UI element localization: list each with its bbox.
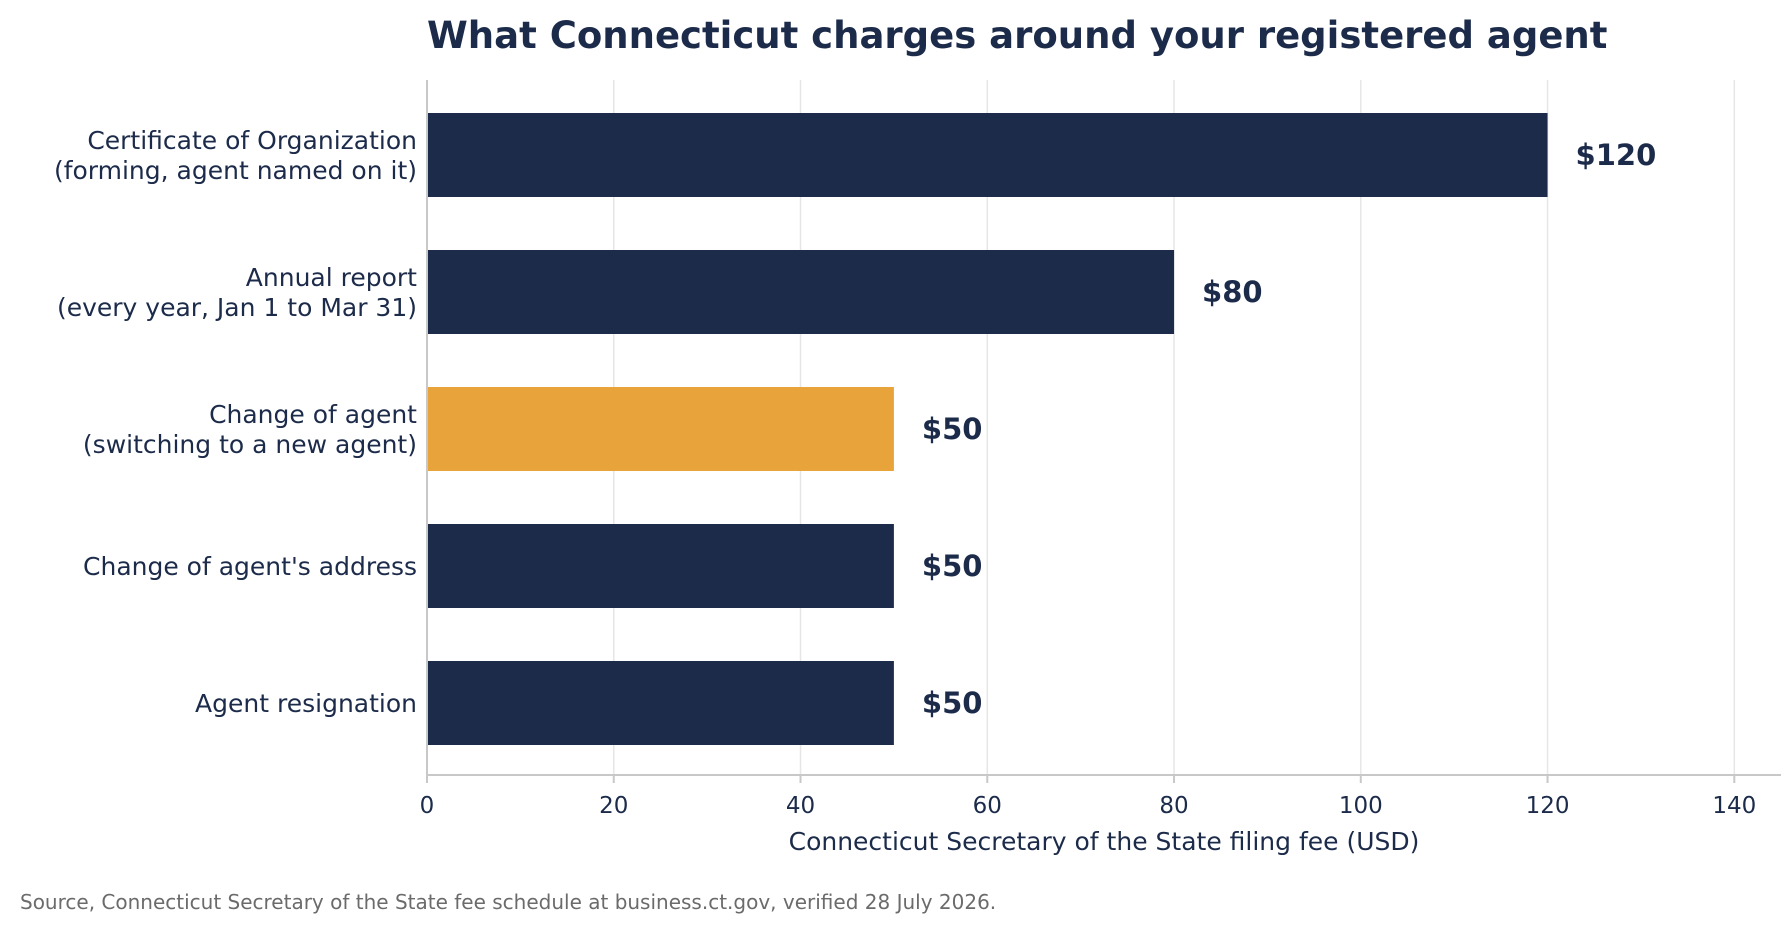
x-axis-title: Connecticut Secretary of the State filin… xyxy=(789,827,1420,856)
category-label-4: Agent resignation xyxy=(195,689,417,718)
x-tick-label-100: 100 xyxy=(1339,793,1383,819)
bars xyxy=(427,113,1548,745)
category-label-2: Change of agent (switching to a new agent… xyxy=(83,400,417,459)
bar-0 xyxy=(427,113,1548,197)
x-tick-label-40: 40 xyxy=(786,793,815,819)
category-label-line: (every year, Jan 1 to Mar 31) xyxy=(57,293,417,322)
chart-title: What Connecticut charges around your reg… xyxy=(427,14,1607,57)
bar-4 xyxy=(427,661,894,745)
value-label-4: $50 xyxy=(922,686,983,720)
bar-1 xyxy=(427,250,1175,334)
x-tick-label-0: 0 xyxy=(420,793,435,819)
source-note: Source, Connecticut Secretary of the Sta… xyxy=(20,890,996,914)
x-tick-label-140: 140 xyxy=(1712,793,1756,819)
value-label-1: $80 xyxy=(1202,275,1263,309)
x-tick-label-120: 120 xyxy=(1526,793,1570,819)
category-label-0: Certificate of Organization (forming, age… xyxy=(54,126,417,185)
category-label-line: Certificate of Organization xyxy=(87,126,417,155)
category-labels: Certificate of Organization (forming, age… xyxy=(54,126,417,718)
x-tick-label-80: 80 xyxy=(1159,793,1188,819)
category-label-line: Annual report xyxy=(246,263,417,292)
x-tick-labels: 0 20 40 60 80 100 120 140 xyxy=(420,775,1756,819)
value-label-2: $50 xyxy=(922,412,983,446)
value-label-0: $120 xyxy=(1576,138,1657,172)
value-label-3: $50 xyxy=(922,549,983,583)
category-label-3: Change of agent's address xyxy=(83,552,417,581)
axes xyxy=(426,80,1781,776)
category-label-line: Change of agent xyxy=(209,400,417,429)
x-tick-label-60: 60 xyxy=(973,793,1002,819)
bar-3 xyxy=(427,524,894,608)
value-labels: $120 $80 $50 $50 $50 xyxy=(922,138,1656,720)
bar-2 xyxy=(427,387,894,471)
category-label-line: Change of agent's address xyxy=(83,552,417,581)
category-label-line: (switching to a new agent) xyxy=(83,430,417,459)
category-label-line: Agent resignation xyxy=(195,689,417,718)
x-tick-label-20: 20 xyxy=(599,793,628,819)
category-label-1: Annual report (every year, Jan 1 to Mar 3… xyxy=(57,263,417,322)
category-label-line: (forming, agent named on it) xyxy=(54,156,417,185)
